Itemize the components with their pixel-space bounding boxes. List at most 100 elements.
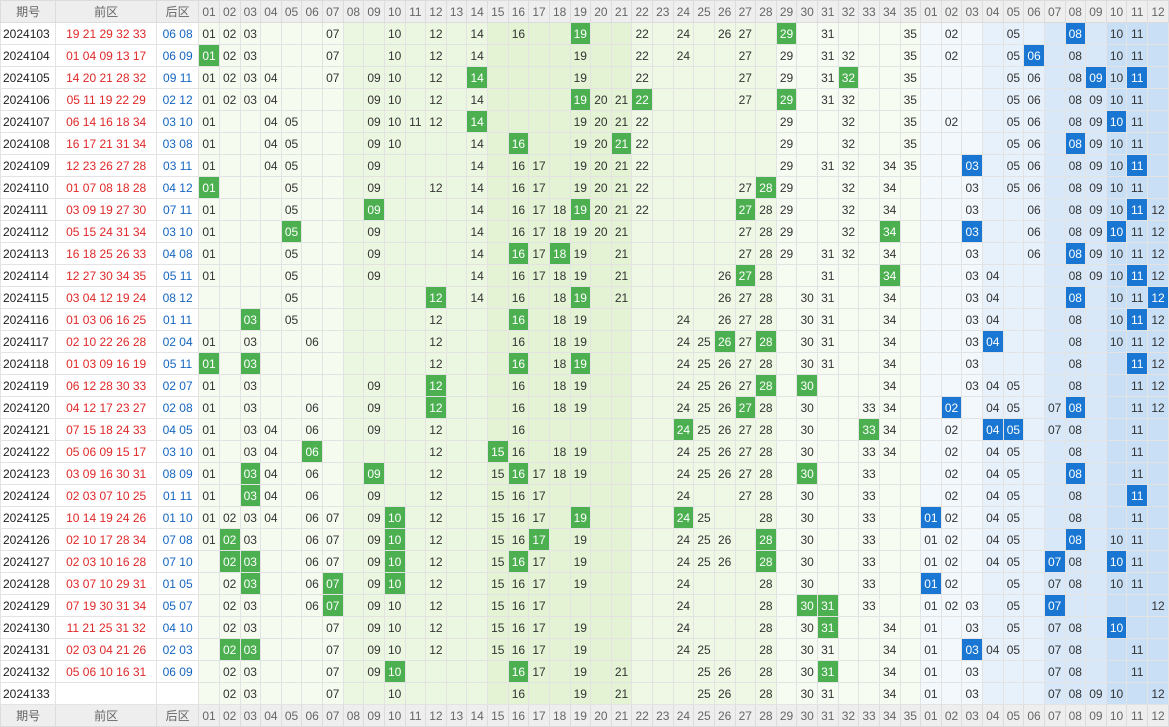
back-ball-cell: 01 xyxy=(920,638,942,661)
table-row: 2024107 06 14 16 18 34 03 10 01 04 05 09 10 11 12… xyxy=(0,110,1169,133)
back-ball-cell: 10 xyxy=(1105,308,1128,331)
front-numbers-cell: 12 27 30 34 35 xyxy=(55,264,157,287)
front-ball-cell xyxy=(734,572,757,595)
front-ball-cell xyxy=(631,616,653,639)
front-number-header: 13 xyxy=(445,0,468,23)
front-ball-cell: 21 xyxy=(610,286,633,309)
front-ball-cell: 30 xyxy=(796,638,818,661)
front-ball-cell: 02 xyxy=(218,44,241,67)
front-ball-cell xyxy=(342,330,365,353)
front-ball-cell xyxy=(734,154,757,177)
front-ball-cell: 30 xyxy=(796,330,818,353)
front-ball-cell: 30 xyxy=(796,660,818,683)
front-ball-cell: 12 xyxy=(425,572,447,595)
front-ball-cell: 20 xyxy=(590,110,612,133)
back-ball-cell xyxy=(1085,484,1107,507)
front-ball-cell xyxy=(466,682,488,705)
front-ball-cell: 32 xyxy=(837,198,860,221)
front-ball-cell: 30 xyxy=(796,352,818,375)
back-ball-cell xyxy=(1023,594,1045,617)
front-ball-cell: 31 xyxy=(817,44,839,67)
period-cell: 2024107 xyxy=(0,110,57,133)
front-ball-cell xyxy=(713,66,736,89)
front-ball-cell: 19 xyxy=(569,132,592,155)
front-ball-cell xyxy=(260,22,282,45)
back-ball-cell: 04 xyxy=(982,506,1004,529)
back-ball-cell xyxy=(1105,352,1128,375)
front-ball-cell xyxy=(466,594,488,617)
front-ball-cell xyxy=(322,352,344,375)
front-ball-cell: 27 xyxy=(734,242,757,265)
back-ball-cell xyxy=(1085,528,1107,551)
front-ball-cell xyxy=(528,66,550,89)
front-ball-cell: 24 xyxy=(672,506,695,529)
front-ball-cell xyxy=(652,176,674,199)
front-ball-cell xyxy=(590,638,612,661)
back-ball-cell xyxy=(920,242,942,265)
period-cell: 2024112 xyxy=(0,220,57,243)
front-ball-cell xyxy=(383,352,406,375)
front-ball-cell xyxy=(342,220,365,243)
front-ball-cell: 27 xyxy=(734,44,757,67)
front-ball-cell: 22 xyxy=(631,198,653,221)
front-ball-cell xyxy=(672,660,695,683)
front-ball-cell: 16 xyxy=(507,352,530,375)
back-ball-cell: 06 xyxy=(1023,198,1045,221)
front-ball-cell xyxy=(858,66,880,89)
front-ball-cell xyxy=(239,198,262,221)
front-ball-cell xyxy=(487,396,509,419)
back-ball-cell: 07 xyxy=(1043,682,1066,705)
front-ball-cell: 28 xyxy=(755,550,777,573)
back-ball-cell: 08 xyxy=(1064,44,1087,67)
front-ball-cell xyxy=(404,22,427,45)
front-ball-cell xyxy=(610,484,633,507)
front-ball-cell xyxy=(363,330,385,353)
back-ball-cell xyxy=(982,22,1004,45)
front-ball-cell xyxy=(858,682,880,705)
front-ball-cell: 28 xyxy=(755,660,777,683)
back-ball-cell xyxy=(940,154,963,177)
front-ball-cell: 12 xyxy=(425,550,447,573)
front-ball-cell: 12 xyxy=(425,44,447,67)
front-ball-cell xyxy=(610,330,633,353)
back-ball-cell: 12 xyxy=(1147,198,1169,221)
front-numbers-cell: 06 12 28 30 33 xyxy=(55,374,157,397)
front-ball-cell xyxy=(301,352,323,375)
back-ball-cell xyxy=(940,264,963,287)
front-ball-cell xyxy=(198,286,220,309)
back-ball-cell xyxy=(961,418,983,441)
front-ball-cell xyxy=(652,396,674,419)
front-ball-cell xyxy=(610,308,633,331)
front-ball-cell xyxy=(445,418,468,441)
front-ball-cell xyxy=(858,44,880,67)
front-ball-cell: 25 xyxy=(693,506,715,529)
front-ball-cell xyxy=(693,176,715,199)
back-ball-cell xyxy=(920,132,942,155)
period-cell: 2024126 xyxy=(0,528,57,551)
front-ball-cell: 09 xyxy=(363,572,385,595)
front-ball-cell xyxy=(631,440,653,463)
front-ball-cell xyxy=(672,66,695,89)
back-ball-cell xyxy=(1147,616,1169,639)
period-cell: 2024120 xyxy=(0,396,57,419)
front-ball-cell xyxy=(837,484,860,507)
table-row: 2024103 19 21 29 32 33 06 08 01 02 03 07 10 12 14… xyxy=(0,22,1169,45)
front-ball-cell: 16 xyxy=(507,396,530,419)
back-ball-cell: 10 xyxy=(1105,682,1128,705)
front-ball-cell: 05 xyxy=(280,154,303,177)
front-ball-cell xyxy=(858,264,880,287)
table-header-bottom: 期号 前区 后区 01 02 03 04 05 06 07 08 09 10 11 12 13 14 15 16 17… xyxy=(0,704,1169,727)
front-ball-cell: 15 xyxy=(487,528,509,551)
back-ball-cell xyxy=(1085,550,1107,573)
back-ball-cell: 05 xyxy=(1002,374,1025,397)
back-ball-cell: 07 xyxy=(1043,638,1066,661)
front-ball-cell: 12 xyxy=(425,638,447,661)
front-ball-cell xyxy=(301,286,323,309)
front-ball-cell: 16 xyxy=(507,132,530,155)
front-ball-cell: 12 xyxy=(425,88,447,111)
front-ball-cell xyxy=(260,220,282,243)
front-number-header: 25 xyxy=(693,704,715,727)
front-ball-cell xyxy=(466,462,488,485)
front-ball-cell: 18 xyxy=(548,462,571,485)
front-ball-cell: 19 xyxy=(569,352,592,375)
